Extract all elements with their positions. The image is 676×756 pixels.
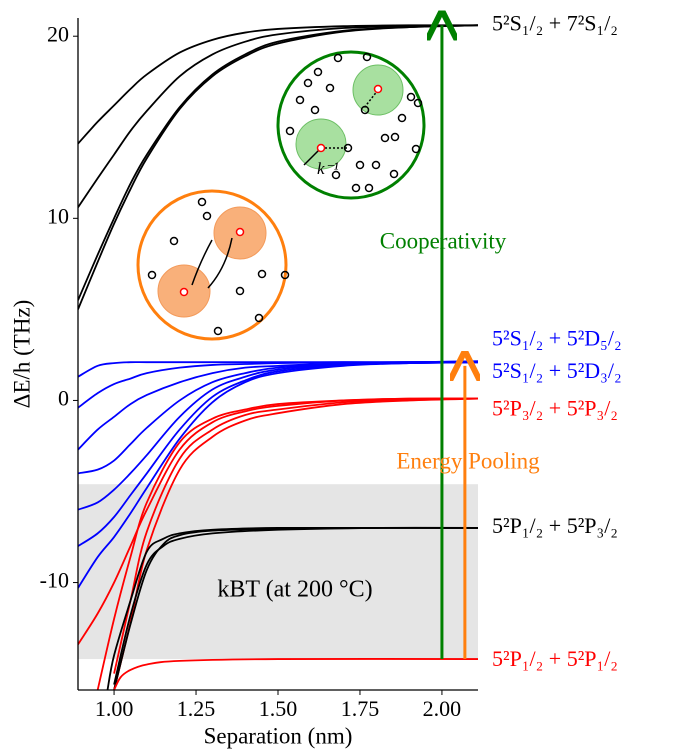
y-tick-label: 20 — [47, 21, 69, 46]
cooperativity-inset — [278, 52, 424, 198]
band-layer — [78, 484, 478, 659]
state-label: 5²S₁/₂ + 5²D₃/₂ — [492, 358, 622, 383]
x-tick-label: 1.00 — [95, 696, 134, 721]
state-label: 5²P₁/₂ + 5²P₃/₂ — [492, 513, 618, 538]
page: 20 10 0 -10 1.00 1.25 1.50 1.75 2.00 5²S₁/₂ + 7²S… — [0, 0, 676, 756]
state-label: 5²P₃/₂ + 5²P₃/₂ — [492, 396, 618, 421]
arrow-label: Energy Pooling — [396, 448, 540, 473]
potential-curve — [114, 659, 478, 690]
state-label: 5²S₁/₂ + 7²S₁/₂ — [492, 10, 618, 35]
inset-label: k⁻¹ — [317, 159, 339, 178]
atom — [318, 145, 325, 152]
y-axis-label: ΔE/h (THz) — [9, 300, 34, 409]
atom — [237, 229, 244, 236]
x-tick-label: 1.75 — [341, 696, 380, 721]
atom — [375, 86, 382, 93]
x-tick-label: 1.25 — [177, 696, 216, 721]
y-tick-label: 0 — [58, 385, 69, 410]
atom — [181, 289, 188, 296]
pooling-inset — [138, 191, 289, 339]
y-tick-label: 10 — [47, 203, 69, 228]
x-axis-label: Separation (nm) — [204, 723, 353, 748]
inset-circle — [138, 191, 286, 339]
state-label: 5²S₁/₂ + 5²D₅/₂ — [492, 325, 622, 350]
kbt-band — [78, 484, 478, 659]
x-tick-label: 2.00 — [423, 696, 462, 721]
arrow-label: Cooperativity — [380, 228, 507, 253]
state-label: 5²P₁/₂ + 5²P₁/₂ — [492, 646, 618, 671]
chart: 20 10 0 -10 1.00 1.25 1.50 1.75 2.00 5²S₁/₂ + 7²S… — [0, 0, 676, 751]
x-tick-label: 1.50 — [259, 696, 298, 721]
y-tick-label: -10 — [40, 568, 69, 593]
inset-circle — [278, 52, 424, 198]
band-label: kBT (at 200 °C) — [217, 577, 372, 603]
